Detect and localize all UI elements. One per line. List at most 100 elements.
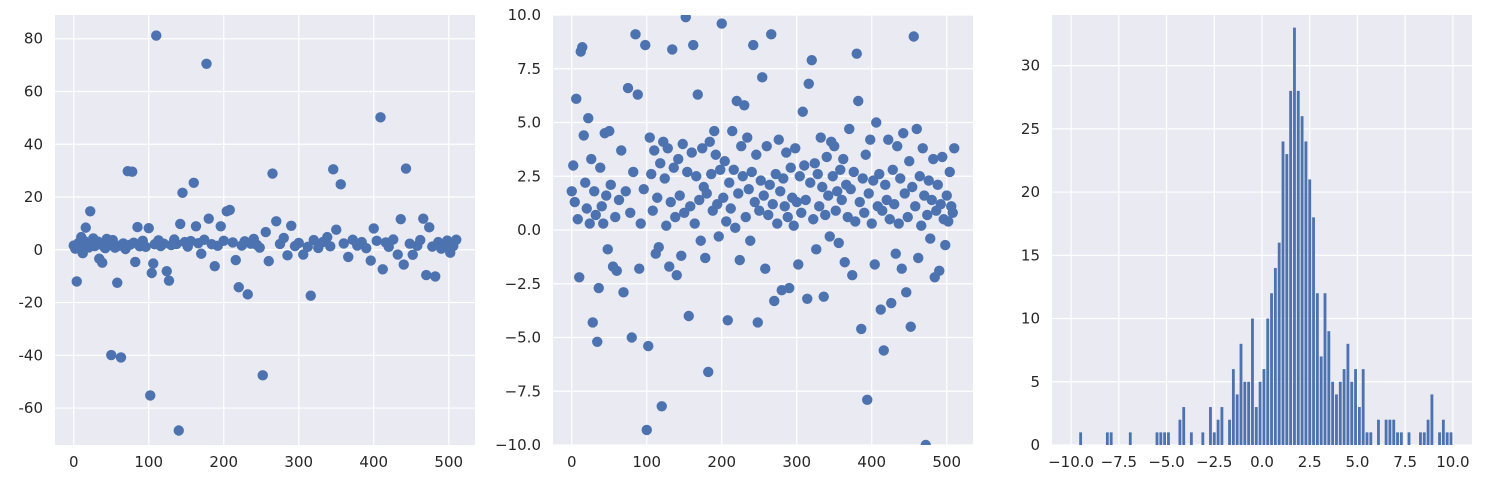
scatter-point	[895, 173, 906, 184]
y-tick-label: 20	[1021, 183, 1040, 201]
x-tick-label: 5.0	[1346, 453, 1370, 471]
histogram-bar	[1300, 116, 1304, 445]
scatter-point	[752, 317, 763, 328]
scatter-point	[115, 352, 127, 363]
x-tick-label: 500	[434, 453, 463, 471]
scatter-point	[728, 164, 739, 175]
scatter-point	[926, 194, 937, 206]
scatter-point	[815, 132, 826, 143]
scatter-point	[866, 218, 877, 229]
x-tick-label: 200	[707, 453, 736, 471]
scatter-point	[766, 29, 777, 40]
y-tick-label: -40	[19, 346, 44, 364]
scatter-point	[97, 257, 108, 268]
scatter-point	[716, 18, 727, 29]
histogram-bar	[1335, 394, 1338, 445]
scatter-point	[808, 214, 819, 225]
histogram-bar	[1251, 318, 1254, 445]
scatter-point	[601, 190, 612, 201]
scatter-point	[418, 213, 429, 224]
scatter-point	[163, 275, 175, 286]
scatter-point	[667, 44, 678, 55]
scatter-point	[569, 196, 580, 208]
scatter-point	[646, 168, 657, 180]
scatter-point	[365, 255, 376, 266]
scatter-point	[917, 143, 928, 154]
y-tick-label: 80	[24, 30, 43, 48]
histogram-bar	[1243, 381, 1247, 445]
scatter-point	[130, 256, 141, 268]
histogram-bar	[1396, 432, 1399, 445]
scatter-point	[886, 297, 897, 309]
y-tick-label: 40	[24, 135, 43, 153]
scatter-point	[878, 345, 889, 356]
histogram-bar	[1399, 432, 1403, 445]
scatter-point	[146, 267, 157, 279]
scatter-point	[227, 237, 238, 248]
scatter-point	[375, 112, 386, 123]
scatter-point	[640, 39, 651, 51]
scatter-point	[398, 259, 409, 270]
scatter-point	[596, 201, 607, 212]
scatter-point	[746, 166, 757, 178]
scatter-point	[928, 153, 939, 165]
histogram-bar	[1312, 217, 1315, 445]
scatter-point	[730, 222, 741, 234]
scatter-point	[871, 117, 882, 128]
x-tick-label: 300	[284, 453, 313, 471]
scatter-point	[941, 190, 952, 201]
scatter-point	[263, 255, 274, 267]
scatter-point	[664, 261, 675, 272]
scatter-point	[634, 263, 645, 274]
histogram-bar	[1331, 381, 1335, 445]
scatter-point	[676, 250, 687, 261]
histogram-bar	[1407, 432, 1411, 445]
scatter-point	[691, 171, 702, 182]
histogram-bar	[1201, 432, 1205, 445]
scatter-point	[325, 241, 336, 252]
scatter-point	[703, 366, 714, 378]
histogram-bar	[1105, 432, 1109, 445]
scatter-point	[618, 287, 629, 298]
histogram-bar	[1327, 331, 1331, 445]
scatter-point	[947, 207, 958, 218]
scatter-point	[764, 179, 775, 191]
histogram-bar	[1258, 381, 1262, 445]
scatter-point	[566, 186, 577, 197]
scatter-point	[935, 199, 946, 210]
histogram-bar	[1445, 432, 1449, 445]
scatter-point	[177, 187, 188, 199]
scatter-point	[853, 95, 864, 107]
scatter-point	[424, 222, 435, 233]
histogram-bar	[1419, 432, 1422, 445]
y-tick-label: −2.5	[505, 275, 541, 293]
scatter-point	[686, 147, 697, 158]
scatter-point	[896, 263, 907, 274]
scatter-point	[781, 147, 792, 158]
histogram-bar	[1266, 318, 1270, 445]
scatter-point	[713, 231, 724, 242]
scatter-point	[392, 249, 403, 260]
scatter-point	[856, 323, 867, 335]
scatter-point	[860, 149, 871, 160]
scatter-point	[328, 164, 339, 175]
histogram-bar	[1304, 141, 1308, 445]
scatter-point	[874, 168, 885, 180]
scatter-point	[802, 293, 813, 304]
histogram-bar	[1365, 432, 1369, 445]
y-tick-label: -60	[19, 399, 44, 417]
scatter-point	[665, 196, 676, 208]
scatter-point	[659, 173, 670, 184]
scatter-point	[763, 209, 774, 221]
scatter-point	[203, 213, 214, 224]
histogram-bar	[1422, 432, 1426, 445]
scatter-point	[230, 254, 241, 266]
scatter-point	[722, 315, 733, 326]
scatter-point	[863, 188, 874, 199]
scatter-point	[719, 156, 730, 167]
scatter-point	[893, 218, 904, 229]
scatter-point	[661, 220, 672, 231]
y-tick-label: 0	[33, 241, 43, 259]
histogram-bar	[1426, 419, 1430, 445]
